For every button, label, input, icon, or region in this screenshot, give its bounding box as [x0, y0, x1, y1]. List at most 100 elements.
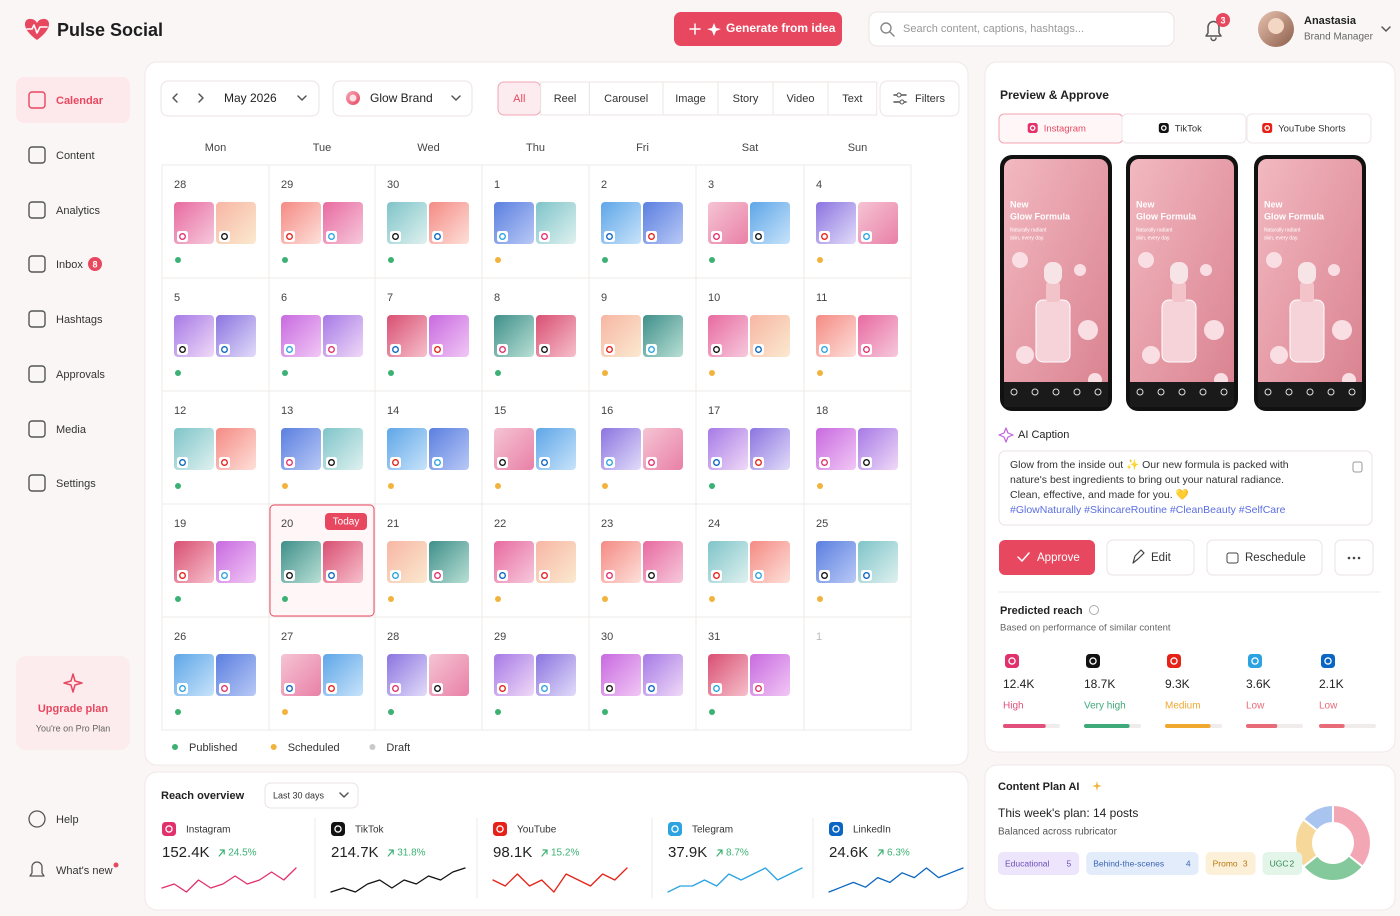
- tab[interactable]: [1246, 113, 1372, 144]
- nav-label[interactable]: Analytics: [56, 205, 101, 217]
- status-dot: [388, 709, 394, 715]
- nav-label[interactable]: Approvals: [56, 369, 105, 381]
- predicted-rating: Medium: [1165, 701, 1201, 712]
- nav-dot: [1052, 388, 1060, 396]
- nav-dot: [1220, 388, 1228, 396]
- format-label[interactable]: All: [513, 93, 525, 105]
- nav-label[interactable]: Media: [56, 424, 87, 436]
- up-arrow: [218, 849, 225, 857]
- weekday-label: Thu: [526, 142, 545, 154]
- thumbnail-platform-badge: [497, 570, 508, 581]
- sparkline: [161, 867, 297, 893]
- status-dot: [282, 596, 288, 602]
- format-label[interactable]: Image: [675, 93, 706, 105]
- nav-label[interactable]: Inbox: [56, 259, 83, 271]
- platform-icon-glyph: [496, 825, 504, 833]
- reschedule-button[interactable]: [1206, 539, 1323, 576]
- day-number: 6: [281, 292, 287, 304]
- predicted-value: 3.6K: [1246, 677, 1271, 691]
- day-number: 16: [601, 405, 613, 417]
- thumbnail-platform-glyph: [606, 346, 613, 353]
- month-picker[interactable]: [160, 80, 320, 117]
- thumbnail-platform-glyph: [286, 572, 293, 579]
- legend-label: Draft: [386, 742, 410, 754]
- filters-button[interactable]: [879, 80, 960, 117]
- up-arrow: [877, 849, 884, 857]
- status-dot: [282, 370, 288, 376]
- thumbnail-platform-badge: [177, 457, 188, 468]
- sparkline: [828, 867, 964, 893]
- day-number: 14: [387, 405, 399, 417]
- brand-name: Pulse Social: [57, 20, 163, 40]
- thumbnail-platform-glyph: [499, 572, 506, 579]
- predicted-subtitle: Based on performance of similar content: [1000, 623, 1171, 634]
- thumbnail-platform-glyph: [392, 346, 399, 353]
- thumbnail-platform-glyph: [286, 459, 293, 466]
- thumbnail-platform-badge: [753, 683, 764, 694]
- thumbnail-platform-badge: [284, 231, 295, 242]
- thumbnail-platform-glyph: [434, 685, 441, 692]
- status-dot: [602, 257, 608, 263]
- thumbnail-platform-badge: [432, 231, 443, 242]
- status-dot: [175, 370, 181, 376]
- nav-dot: [1010, 388, 1018, 396]
- platform-icon-glyph: [1251, 657, 1259, 665]
- edit-button[interactable]: [1106, 539, 1195, 576]
- search-box[interactable]: [868, 11, 1175, 47]
- status-dot: [388, 257, 394, 263]
- phone-headline: New: [1136, 199, 1156, 209]
- thumbnail-platform-badge: [711, 570, 722, 581]
- nav-label[interactable]: Calendar: [56, 95, 104, 107]
- filters-knob: [896, 92, 902, 98]
- nav-dot: [1157, 388, 1165, 396]
- nav-dot: [1327, 388, 1335, 396]
- tab[interactable]: [1121, 113, 1247, 144]
- phone-headline: Glow Formula: [1264, 211, 1325, 221]
- thumbnail-platform-badge: [861, 570, 872, 581]
- format-label[interactable]: Video: [787, 93, 815, 105]
- bottle-cap: [1044, 262, 1062, 284]
- brand-picker[interactable]: [332, 80, 473, 117]
- status-dot: [817, 370, 823, 376]
- platform-icon: [1027, 123, 1038, 133]
- thumbnail-platform-badge: [711, 683, 722, 694]
- format-label[interactable]: Reel: [554, 93, 577, 105]
- rubric-chip: [1205, 852, 1256, 875]
- thumbnail-platform-glyph: [286, 233, 293, 240]
- caption-line: Clean, effective, and made for you. 💛: [1010, 488, 1190, 501]
- thumbnail-platform-badge: [219, 683, 230, 694]
- thumbnail-platform-glyph: [541, 572, 548, 579]
- thumbnail-platform-glyph: [434, 233, 441, 240]
- format-label[interactable]: Story: [733, 93, 759, 105]
- thumbnail-platform-badge: [711, 231, 722, 242]
- thumbnail-platform-badge: [390, 231, 401, 242]
- bell-icon: [1205, 20, 1222, 42]
- generate-button[interactable]: [674, 12, 842, 46]
- pencil-icon: [1132, 549, 1145, 564]
- thumbnail-platform-badge: [390, 570, 401, 581]
- platform-icon: [1086, 654, 1100, 668]
- platform-change: 24.5%: [228, 848, 256, 859]
- thumbnail-platform-badge: [711, 457, 722, 468]
- thumbnail-platform-glyph: [821, 572, 828, 579]
- nav-label[interactable]: Hashtags: [56, 314, 103, 326]
- platform-icon-glyph: [1160, 125, 1167, 131]
- platform-change: 6.3%: [887, 848, 910, 859]
- format-label[interactable]: Text: [842, 93, 862, 105]
- preview-title: Preview & Approve: [1000, 88, 1109, 102]
- nav-label[interactable]: Content: [56, 150, 95, 162]
- day-number: 17: [708, 405, 720, 417]
- format-label[interactable]: Carousel: [604, 93, 648, 105]
- status-dot: [282, 257, 288, 263]
- nav-label[interactable]: Settings: [56, 478, 96, 490]
- approve-button[interactable]: [999, 540, 1095, 575]
- upgrade-card[interactable]: [16, 656, 130, 750]
- thumbnail-platform-badge: [861, 457, 872, 468]
- help-label[interactable]: Help: [56, 814, 79, 826]
- thumbnail-platform-glyph: [755, 685, 762, 692]
- whats-new-label[interactable]: What's new: [56, 865, 113, 877]
- thumbnail-platform-badge: [604, 570, 615, 581]
- thumbnail-platform-badge: [604, 344, 615, 355]
- thumbnail-platform-badge: [177, 344, 188, 355]
- period-picker[interactable]: [264, 782, 359, 809]
